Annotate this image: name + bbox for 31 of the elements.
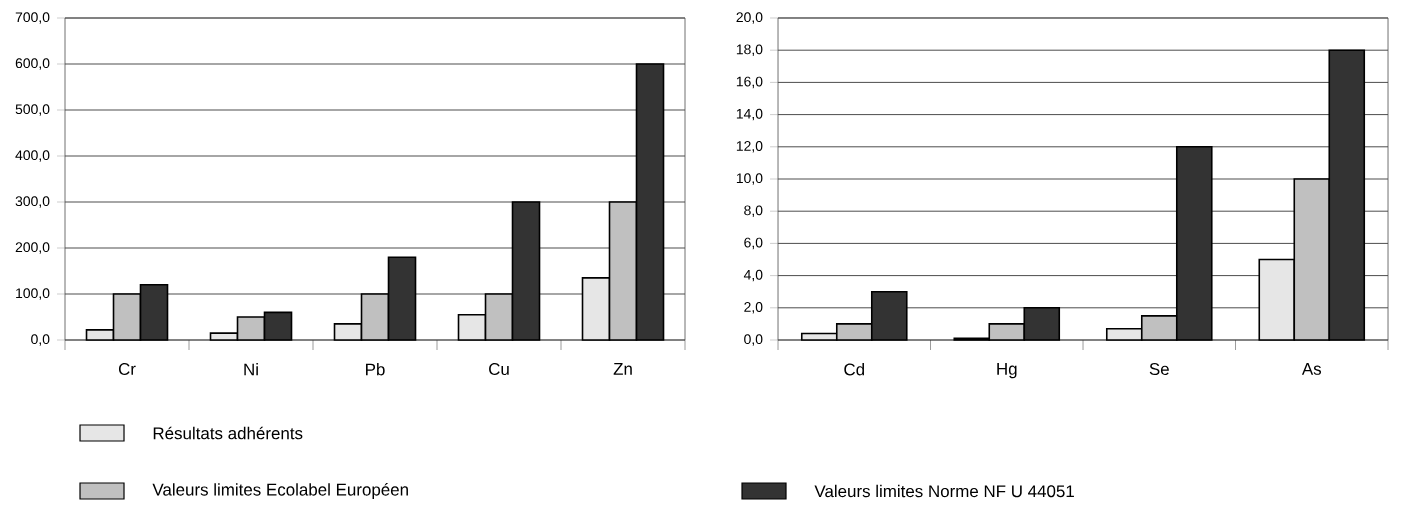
y-tick-label: 300,0 [15, 196, 50, 208]
legend-label: Valeurs limites Ecolabel Européen [152, 483, 408, 499]
y-tick-label: 700,0 [15, 12, 50, 24]
y-tick-label: 8,0 [744, 205, 763, 217]
y-tick-label: 0,0 [744, 334, 763, 346]
y-tick-label: 20,0 [736, 12, 763, 24]
x-tick-label: Pb [366, 363, 385, 376]
y-tick-label: 600,0 [15, 58, 50, 70]
y-tick-label: 18,0 [736, 44, 763, 56]
y-tick-label: 12,0 [736, 141, 763, 153]
y-tick-label: 200,0 [15, 242, 50, 254]
legend-label: Valeurs limites Norme NF U 44051 [814, 484, 1074, 498]
x-tick-label: Se [1149, 363, 1169, 376]
y-tick-label: 16,0 [736, 76, 763, 89]
x-tick-label: Cd [844, 363, 865, 376]
y-tick-label: 100,0 [16, 288, 50, 300]
x-tick-label: Ni [244, 363, 258, 376]
y-tick-label: 0,0 [31, 334, 50, 346]
y-tick-label: 10,0 [736, 173, 763, 185]
y-tick-label: 14,0 [736, 108, 763, 121]
y-tick-label: 6,0 [744, 237, 763, 250]
x-tick-label: Hg [997, 363, 1017, 379]
y-tick-label: 400,0 [15, 150, 50, 162]
legend-label: Résultats adhérents [153, 426, 303, 440]
x-tick-label: Zn [613, 363, 632, 375]
y-tick-label: 4,0 [743, 269, 763, 282]
y-tick-label: 2,0 [744, 302, 763, 314]
x-tick-label: As [1301, 363, 1322, 375]
x-tick-label: Cu [489, 363, 509, 376]
x-tick-label: Cr [118, 363, 136, 376]
y-tick-label: 500,0 [15, 104, 50, 116]
